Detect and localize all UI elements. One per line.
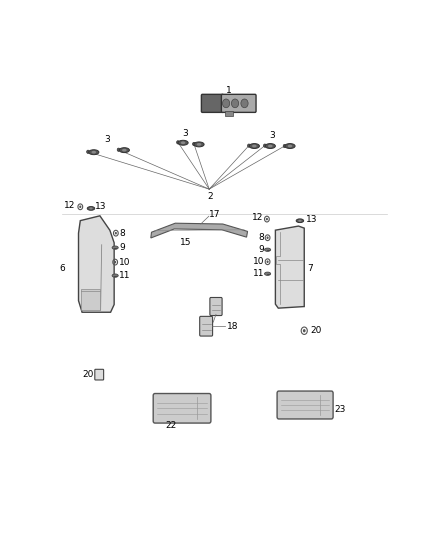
Text: 23: 23 [334,405,346,414]
Circle shape [87,150,89,154]
Ellipse shape [87,207,95,211]
Ellipse shape [296,219,304,223]
Ellipse shape [89,207,93,209]
Ellipse shape [181,141,185,144]
Text: 6: 6 [59,264,65,273]
Ellipse shape [252,144,257,148]
Text: 9: 9 [119,243,125,252]
Text: 9: 9 [258,245,264,254]
Polygon shape [276,226,304,308]
Circle shape [266,218,268,220]
Text: 15: 15 [180,238,191,247]
Ellipse shape [122,149,127,151]
Circle shape [241,99,248,108]
FancyBboxPatch shape [225,111,233,116]
FancyBboxPatch shape [210,297,222,316]
Circle shape [117,148,120,151]
Ellipse shape [249,143,259,149]
Text: 7: 7 [307,264,313,273]
Ellipse shape [265,272,271,276]
Circle shape [283,144,286,148]
Text: 1: 1 [226,86,232,95]
Circle shape [115,232,117,235]
Text: 2: 2 [208,191,213,200]
Text: 10: 10 [119,257,131,266]
FancyBboxPatch shape [95,369,104,380]
FancyBboxPatch shape [81,289,100,310]
Ellipse shape [265,143,276,149]
Text: 3: 3 [105,135,110,144]
Ellipse shape [112,246,118,249]
Circle shape [266,237,268,239]
Circle shape [193,142,195,146]
Polygon shape [78,216,114,312]
Text: 11: 11 [253,269,264,278]
Text: 20: 20 [82,370,94,379]
FancyBboxPatch shape [153,393,211,423]
Ellipse shape [285,143,295,149]
FancyBboxPatch shape [200,317,212,336]
Ellipse shape [194,142,204,147]
Text: 12: 12 [252,213,264,222]
Ellipse shape [298,220,302,222]
Text: 11: 11 [119,271,131,280]
Circle shape [231,99,239,108]
Text: 22: 22 [166,422,177,431]
Circle shape [264,144,266,147]
Ellipse shape [92,151,96,154]
Circle shape [79,206,81,208]
Ellipse shape [119,148,130,152]
Ellipse shape [178,140,188,145]
Text: 3: 3 [269,131,275,140]
Circle shape [223,99,230,108]
Circle shape [114,261,116,263]
Ellipse shape [288,144,292,148]
Text: 17: 17 [209,211,221,220]
Text: 12: 12 [64,201,75,210]
Circle shape [266,261,268,263]
Ellipse shape [265,248,271,252]
Text: 20: 20 [311,326,322,335]
Text: 8: 8 [258,233,264,242]
Text: 13: 13 [95,203,106,211]
Ellipse shape [197,143,201,146]
Text: 10: 10 [253,257,264,266]
Text: 13: 13 [306,215,318,224]
Circle shape [303,329,306,333]
FancyBboxPatch shape [277,391,333,419]
FancyBboxPatch shape [201,94,223,112]
Text: 18: 18 [227,322,238,330]
Polygon shape [151,223,247,238]
Ellipse shape [268,144,272,148]
Text: 3: 3 [183,129,188,138]
Circle shape [247,144,250,147]
FancyBboxPatch shape [221,94,256,112]
Circle shape [177,141,179,144]
Ellipse shape [112,274,118,277]
Ellipse shape [88,150,99,155]
Text: 8: 8 [119,229,125,238]
